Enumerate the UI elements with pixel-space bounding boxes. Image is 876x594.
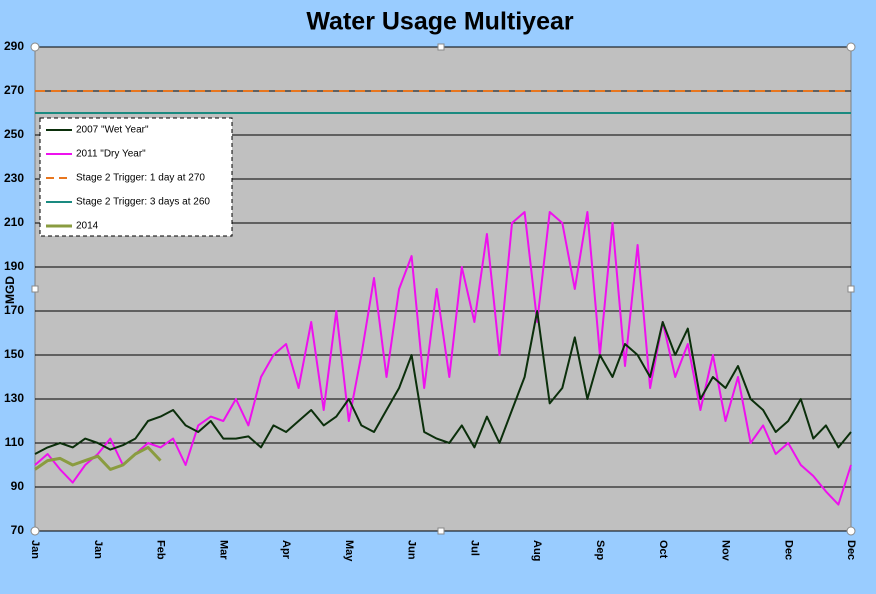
selection-handle bbox=[846, 526, 856, 536]
x-tick-label: Jan bbox=[92, 540, 104, 559]
x-tick-label: Mar bbox=[217, 540, 229, 560]
series-line bbox=[34, 445, 162, 471]
selection-handle bbox=[437, 527, 445, 535]
series-line bbox=[34, 310, 852, 455]
x-tick-label: May bbox=[343, 540, 355, 562]
legend-label: 2014 bbox=[76, 221, 99, 232]
x-tick-label: Jun bbox=[406, 540, 418, 560]
y-tick-label: 210 bbox=[4, 215, 24, 229]
legend-label: 2007 "Wet Year" bbox=[76, 125, 149, 136]
selection-handle bbox=[30, 526, 40, 536]
selection-handle bbox=[847, 285, 855, 293]
y-tick-label: 110 bbox=[5, 435, 25, 449]
y-tick-label: 90 bbox=[11, 479, 25, 493]
legend-box bbox=[39, 117, 233, 237]
x-tick-label: Jul bbox=[468, 540, 480, 556]
y-tick-label: 230 bbox=[4, 171, 24, 185]
x-tick-label: Aug bbox=[531, 540, 543, 561]
y-tick-label: 150 bbox=[4, 347, 24, 361]
series-line bbox=[34, 211, 852, 506]
y-tick-label: 170 bbox=[4, 303, 24, 317]
y-tick-label: 190 bbox=[4, 259, 24, 273]
chart-title: Water Usage Multiyear bbox=[306, 8, 573, 36]
y-tick-label: 130 bbox=[4, 391, 24, 405]
legend-label: 2011 "Dry Year" bbox=[76, 149, 146, 160]
legend-label: Stage 2 Trigger: 3 days at 260 bbox=[76, 197, 210, 208]
legend-label: Stage 2 Trigger: 1 day at 270 bbox=[76, 173, 205, 184]
y-tick-label: 270 bbox=[4, 83, 24, 97]
y-tick-label: 250 bbox=[4, 127, 24, 141]
selection-handle bbox=[31, 285, 39, 293]
x-tick-label: Dec bbox=[782, 540, 794, 560]
x-tick-label: Nov bbox=[720, 540, 732, 562]
y-tick-label: 70 bbox=[11, 523, 25, 537]
x-tick-label: Dec bbox=[845, 540, 857, 560]
x-tick-label: Sep bbox=[594, 540, 606, 560]
x-tick-label: Apr bbox=[280, 540, 292, 560]
selection-handle bbox=[30, 42, 40, 52]
x-tick-label: Feb bbox=[155, 540, 167, 560]
x-tick-label: Oct bbox=[657, 540, 669, 559]
y-axis-label: MGD bbox=[3, 276, 17, 304]
y-tick-label: 290 bbox=[4, 39, 24, 53]
selection-handle bbox=[846, 42, 856, 52]
selection-handle bbox=[437, 43, 445, 51]
legend: 2007 "Wet Year" 2011 "Dry Year" Stage 2 Tr… bbox=[39, 117, 233, 237]
x-tick-label: Jan bbox=[29, 540, 41, 559]
